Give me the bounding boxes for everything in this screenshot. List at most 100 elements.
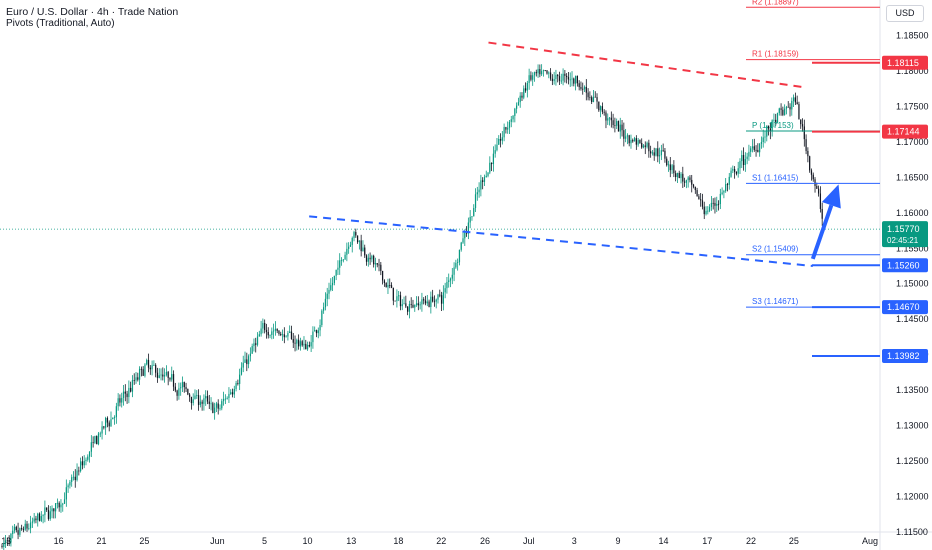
candle-body xyxy=(515,105,518,109)
candle-body xyxy=(144,364,146,376)
candle-body xyxy=(710,202,713,207)
candle-body xyxy=(753,146,755,150)
x-tick-label: 17 xyxy=(702,536,712,546)
candle-body xyxy=(381,270,384,281)
candle-body xyxy=(99,433,101,435)
candle-body xyxy=(242,362,244,368)
candle-body xyxy=(121,397,123,403)
candle-body xyxy=(412,304,414,308)
candle-body xyxy=(351,237,353,245)
candle-body xyxy=(671,165,673,171)
pivot-label-r2: R2 (1.18897) xyxy=(752,0,799,6)
candle-body xyxy=(278,330,280,334)
x-tick-label: 10 xyxy=(302,536,312,546)
candle-body xyxy=(26,523,28,529)
candle-body xyxy=(448,280,450,282)
candle-body xyxy=(76,470,78,480)
candle-body xyxy=(442,292,444,304)
candle-body xyxy=(337,267,339,270)
candle-body xyxy=(630,140,632,144)
candle-body xyxy=(113,417,116,418)
candle-body xyxy=(24,523,26,530)
candle-body xyxy=(735,171,738,174)
candle-body xyxy=(660,150,662,156)
candle-body xyxy=(655,148,657,156)
candle-body xyxy=(598,101,600,111)
candle-body xyxy=(371,255,373,260)
candle-body xyxy=(149,367,151,370)
candle-body xyxy=(78,470,80,472)
candle-body xyxy=(321,310,323,325)
candle-body xyxy=(387,285,389,288)
candle-body xyxy=(746,156,748,160)
pivot-label-s3: S3 (1.14671) xyxy=(752,297,799,306)
candle-body xyxy=(816,185,818,189)
candle-body xyxy=(12,530,14,534)
currency-selector[interactable]: USD xyxy=(886,5,924,22)
candle-body xyxy=(653,152,655,156)
candle-body xyxy=(112,417,114,420)
candle-body xyxy=(365,255,368,262)
candle-body xyxy=(265,330,268,333)
candle-body xyxy=(712,202,714,204)
candle-body xyxy=(85,459,87,462)
candle-body xyxy=(349,244,352,247)
candle-body xyxy=(446,281,448,289)
chart-title: Euro / U.S. Dollar · 4h · Trade Nation xyxy=(6,6,179,18)
candle-body xyxy=(426,301,428,304)
current-price-tag xyxy=(882,221,928,248)
candle-body xyxy=(782,109,784,115)
candle-body xyxy=(90,442,92,452)
candle-body xyxy=(546,70,548,74)
candle-body xyxy=(628,135,630,144)
candle-body xyxy=(437,294,439,300)
candle-body xyxy=(458,249,461,263)
candle-body xyxy=(683,181,686,183)
candle-body xyxy=(666,158,668,166)
candle-body xyxy=(206,396,209,402)
candle-body xyxy=(624,136,627,139)
x-tick-label: 25 xyxy=(139,536,149,546)
candle-body xyxy=(557,74,559,77)
candle-body xyxy=(67,485,69,488)
indicator-label[interactable]: Pivots (Traditional, Auto) xyxy=(6,18,115,29)
candle-body xyxy=(705,210,707,215)
candle-body xyxy=(369,257,371,260)
candle-body xyxy=(358,240,361,243)
candle-body xyxy=(530,75,532,80)
candle-body xyxy=(130,387,132,392)
candle-body xyxy=(310,342,312,347)
y-tick-label: 1.16500 xyxy=(896,172,929,182)
candle-body xyxy=(732,169,734,171)
candle-body xyxy=(541,71,543,75)
candle-body xyxy=(567,77,570,80)
candle-body xyxy=(482,180,484,182)
candle-body xyxy=(219,408,221,410)
candle-body xyxy=(505,127,507,130)
candle-body xyxy=(501,137,503,141)
candle-body xyxy=(612,120,614,126)
candle-body xyxy=(63,499,66,504)
candle-body xyxy=(533,72,536,76)
candle-body xyxy=(678,172,680,179)
candle-body xyxy=(260,328,262,335)
candle-body xyxy=(44,507,46,516)
pivot-label-s2: S2 (1.15409) xyxy=(752,245,799,254)
candle-body xyxy=(775,119,777,123)
candle-body xyxy=(542,70,545,72)
candle-body xyxy=(167,371,169,378)
candle-body xyxy=(708,206,711,211)
candle-body xyxy=(51,508,53,512)
x-tick-label: Aug xyxy=(862,536,878,546)
candle-body xyxy=(415,303,418,305)
x-tick-label: 16 xyxy=(54,536,64,546)
candle-body xyxy=(633,138,636,142)
candle-body xyxy=(22,529,25,531)
candle-body xyxy=(714,202,716,206)
candle-body xyxy=(707,210,709,212)
candle-body xyxy=(439,294,441,296)
y-tick-label: 1.16000 xyxy=(896,208,929,218)
candle-body xyxy=(256,336,259,345)
candle-body xyxy=(31,521,34,523)
